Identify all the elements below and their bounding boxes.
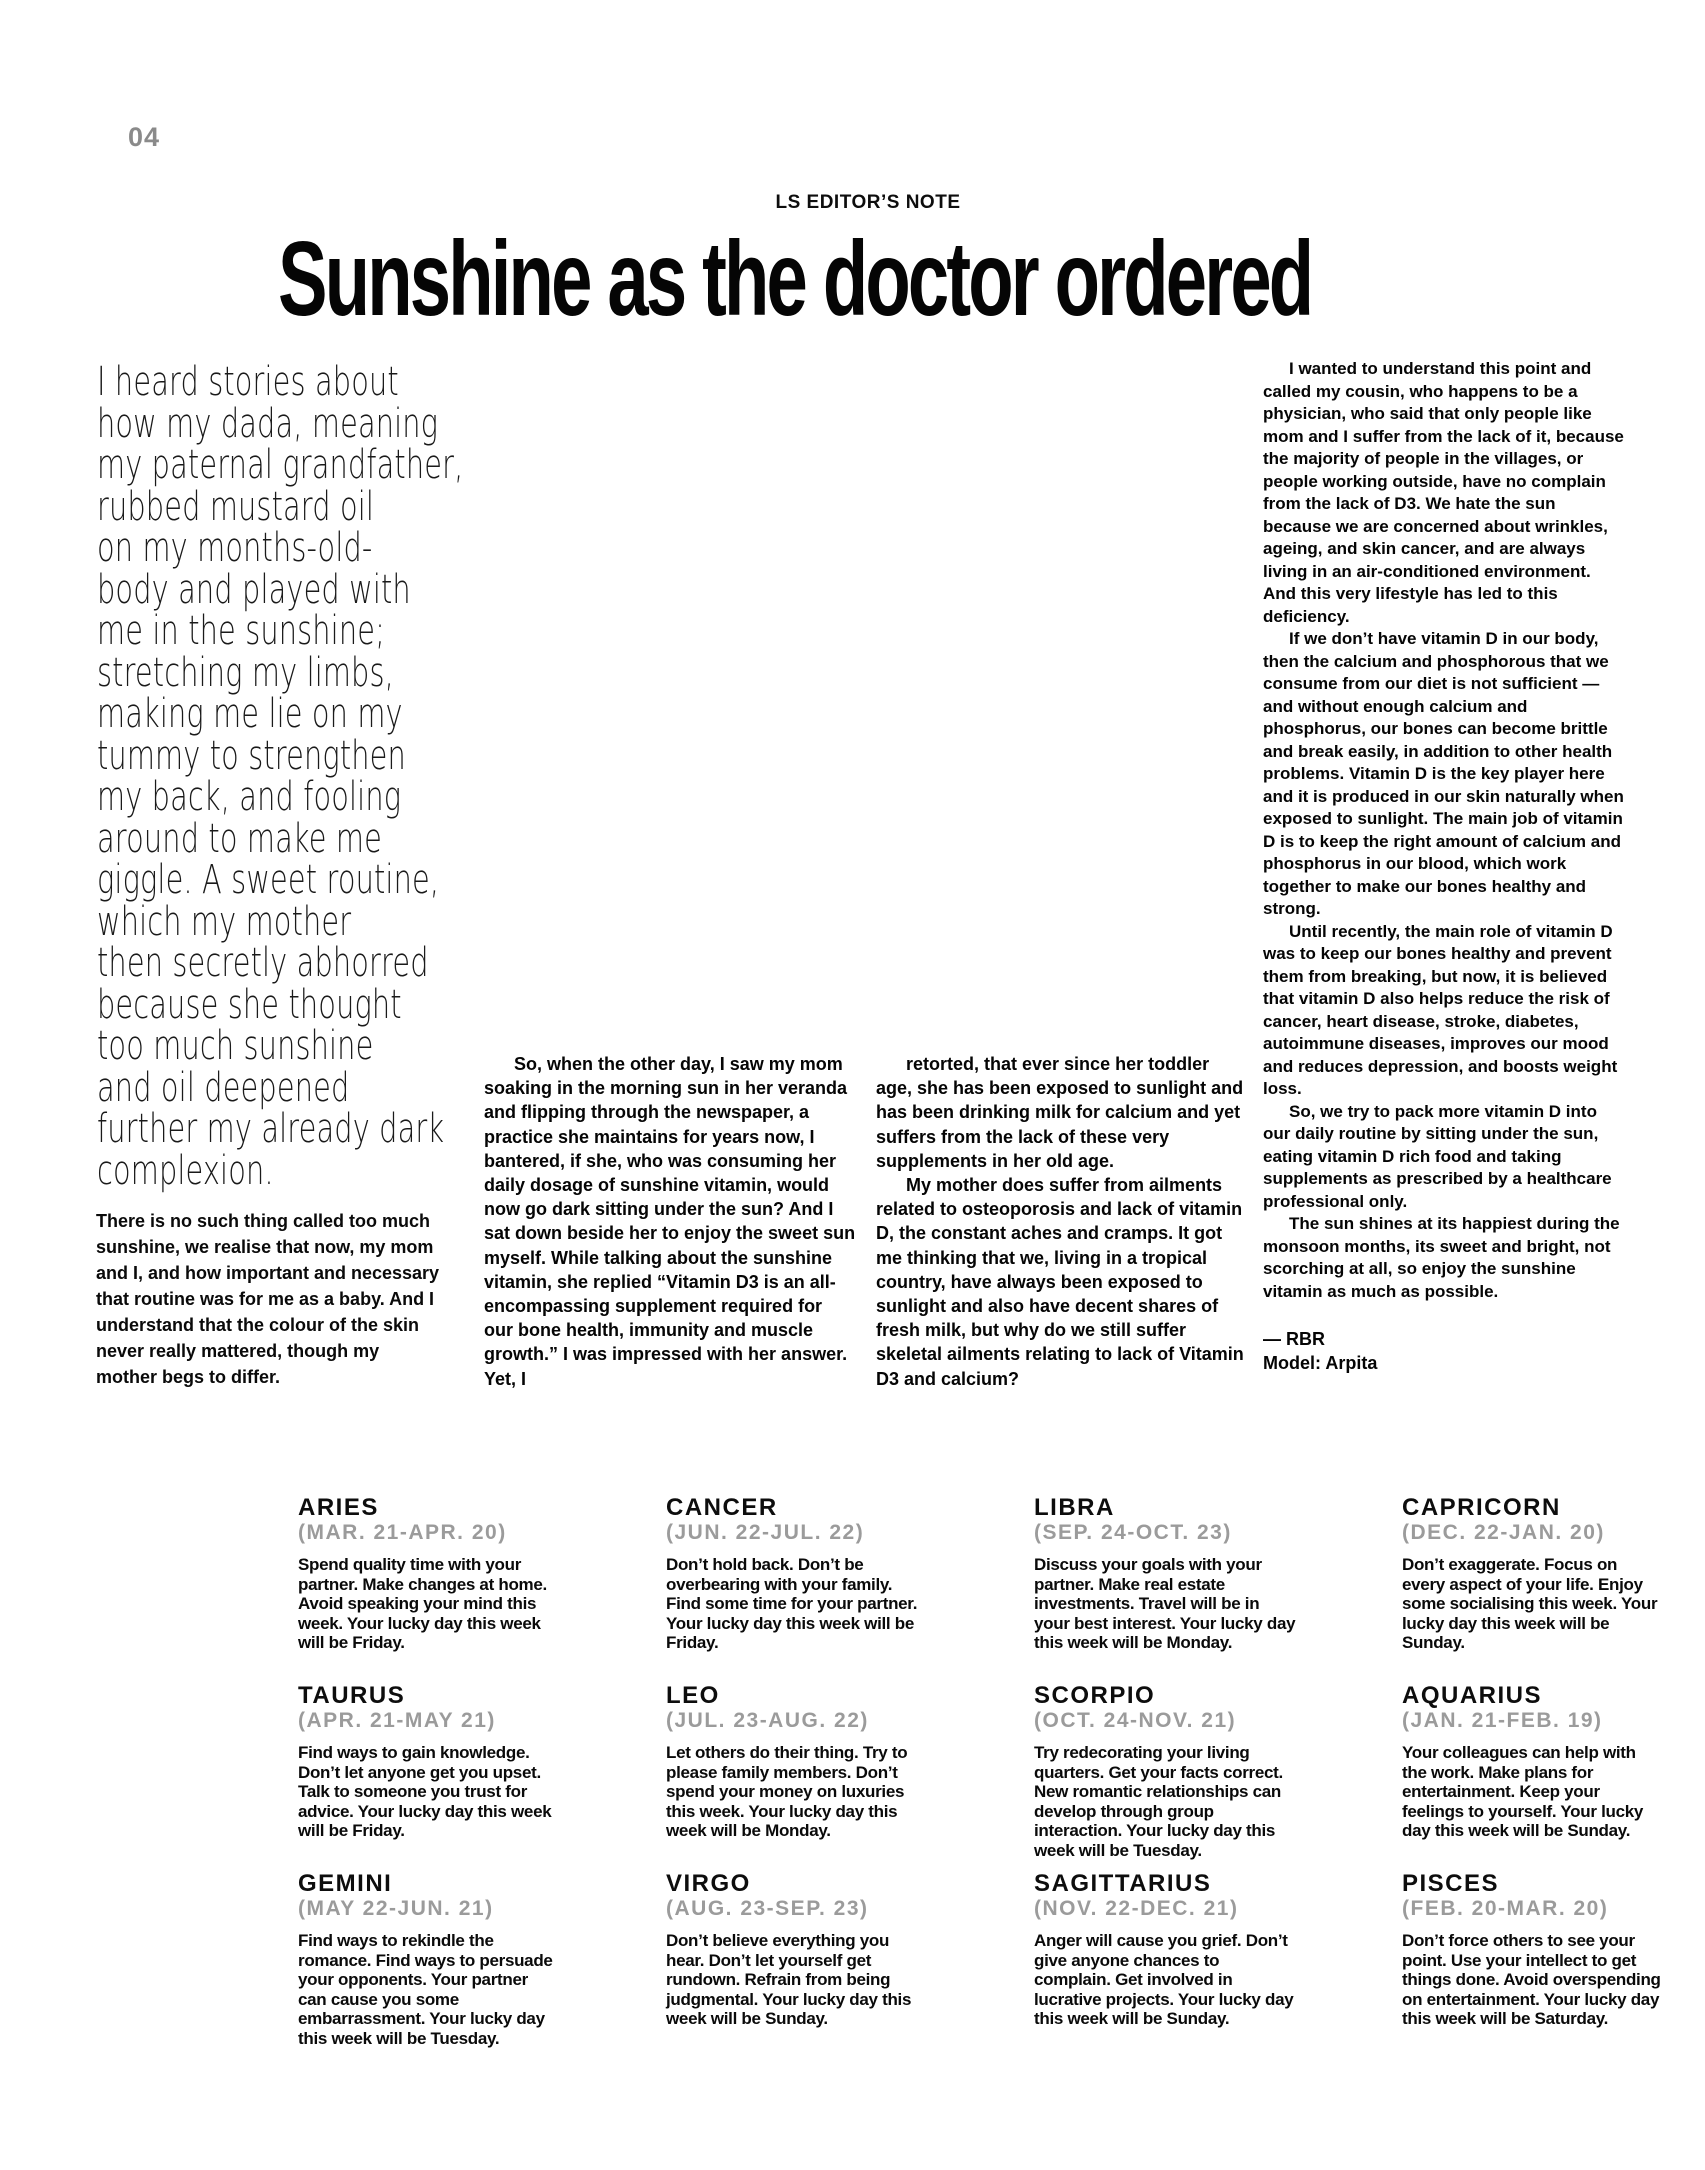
sign-forecast: Don’t hold back. Don’t be overbearing wi… <box>666 1555 918 1653</box>
sign-forecast: Don’t believe everything you hear. Don’t… <box>666 1931 912 2029</box>
sign-name: PISCES <box>1402 1870 1500 1897</box>
sign-name: LEO <box>666 1682 720 1709</box>
body-paragraph: So, when the other day, I saw my mom soa… <box>484 1054 856 1389</box>
intro-line: on my months-old- <box>97 525 373 571</box>
intro-line: body and played with <box>97 566 411 613</box>
sign-forecast: Try redecorating your living quarters. G… <box>1034 1743 1283 1860</box>
headline: Sunshine as the doctor ordered <box>278 220 1314 338</box>
sign-dates: (MAR. 21-APR. 20) <box>298 1521 507 1544</box>
sign-name: VIRGO <box>666 1870 751 1897</box>
horoscope-sign: SAGITTARIUS (NOV. 22-DEC. 21) Anger will… <box>1034 1871 1296 2049</box>
sign-dates: (DEC. 22-JAN. 20) <box>1402 1521 1605 1544</box>
sign-forecast: Find ways to gain knowledge. Don’t let a… <box>298 1743 552 1841</box>
intro-line: then secretly abhorred <box>97 940 429 986</box>
model-credit: Model: Arpita <box>1263 1353 1378 1373</box>
sign-name: TAURUS <box>298 1682 406 1709</box>
sign-dates: (MAY 22-JUN. 21) <box>298 1897 494 1920</box>
intro-line: stretching my limbs, <box>97 649 394 696</box>
intro-line: complexion. <box>97 1147 274 1194</box>
sign-dates: (OCT. 24-NOV. 21) <box>1034 1709 1237 1732</box>
intro-line: how my dada, meaning <box>97 400 439 447</box>
sign-dates: (JAN. 21-FEB. 19) <box>1402 1709 1603 1732</box>
sign-forecast: Anger will cause you grief. Don’t give a… <box>1034 1931 1294 2029</box>
sign-dates: (APR. 21-MAY 21) <box>298 1709 496 1732</box>
sign-dates: (SEP. 24-OCT. 23) <box>1034 1521 1232 1544</box>
sign-dates: (JUL. 23-AUG. 22) <box>666 1709 869 1732</box>
sign-name: SAGITTARIUS <box>1034 1870 1212 1897</box>
intro-line: too much sunshine <box>97 1023 374 1069</box>
intro-line: I heard stories about <box>97 359 399 405</box>
sign-dates: (JUN. 22-JUL. 22) <box>666 1521 865 1544</box>
horoscope-sign: PISCES (FEB. 20-MAR. 20) Don’t force oth… <box>1402 1871 1664 2049</box>
intro-line: my paternal grandfather, <box>97 442 464 488</box>
horoscope-grid: ARIES (MAR. 21-APR. 20) Spend quality ti… <box>298 1495 1705 2049</box>
byline: — RBR <box>1263 1329 1325 1349</box>
horoscope-sign: TAURUS (APR. 21-MAY 21) Find ways to gai… <box>298 1683 560 1871</box>
standfirst-paragraph: There is no such thing called too much s… <box>96 1211 440 1387</box>
intro-line: which my mother <box>97 898 352 945</box>
intro-line: further my already dark <box>97 1106 445 1152</box>
sign-forecast: Discuss your goals with your partner. Ma… <box>1034 1555 1296 1653</box>
horoscope-sign: AQUARIUS (JAN. 21-FEB. 19) Your colleagu… <box>1402 1683 1664 1871</box>
sign-dates: (FEB. 20-MAR. 20) <box>1402 1897 1609 1920</box>
intro-line: around to make me <box>97 815 382 862</box>
sign-name: ARIES <box>298 1494 379 1521</box>
body-paragraph: Until recently, the main role of vitamin… <box>1263 921 1618 1099</box>
sign-name: SCORPIO <box>1034 1682 1156 1709</box>
intro-line: making me lie on my <box>97 691 403 737</box>
body-column-3: I wanted to understand this point and ca… <box>1263 358 1625 1375</box>
body-column-2: retorted, that ever since her toddler ag… <box>876 1052 1248 1391</box>
horoscope-sign: SCORPIO (OCT. 24-NOV. 21) Try redecorati… <box>1034 1683 1296 1871</box>
sign-name: GEMINI <box>298 1870 393 1897</box>
body-column-1: So, when the other day, I saw my mom soa… <box>484 1052 856 1391</box>
sign-forecast: Don’t force others to see your point. Us… <box>1402 1931 1661 2029</box>
horoscope-sign: GEMINI (MAY 22-JUN. 21) Find ways to rek… <box>298 1871 560 2049</box>
body-paragraph: I wanted to understand this point and ca… <box>1263 359 1624 626</box>
body-column-3-paragraphs: I wanted to understand this point and ca… <box>1263 358 1625 1303</box>
horoscope-sign: LEO (JUL. 23-AUG. 22) Let others do thei… <box>666 1683 928 1871</box>
intro-line: giggle. A sweet routine, <box>97 857 440 903</box>
body-paragraph: If we don’t have vitamin D in our body, … <box>1263 629 1624 918</box>
page-number: 04 <box>128 122 161 152</box>
intro-line: my back, and fooling <box>97 774 402 820</box>
intro-line: rubbed mustard oil <box>97 483 375 530</box>
intro-line: and oil deepened <box>97 1064 350 1111</box>
horoscope-sign: CANCER (JUN. 22-JUL. 22) Don’t hold back… <box>666 1495 928 1683</box>
intro-line: tummy to strengthen <box>97 732 406 779</box>
sign-dates: (NOV. 22-DEC. 21) <box>1034 1897 1239 1920</box>
sign-dates: (AUG. 23-SEP. 23) <box>666 1897 869 1920</box>
sign-forecast: Don’t exaggerate. Focus on every aspect … <box>1402 1555 1658 1653</box>
sign-name: LIBRA <box>1034 1494 1115 1521</box>
intro-line: me in the sunshine; <box>97 608 385 654</box>
horoscope-sign: LIBRA (SEP. 24-OCT. 23) Discuss your goa… <box>1034 1495 1296 1683</box>
horoscope-sign: CAPRICORN (DEC. 22-JAN. 20) Don’t exagge… <box>1402 1495 1664 1683</box>
body-paragraph: My mother does suffer from ailments rela… <box>876 1175 1244 1389</box>
sign-name: CANCER <box>666 1494 778 1521</box>
section-kicker: LS EDITOR’S NOTE <box>775 192 961 213</box>
horoscope-sign: VIRGO (AUG. 23-SEP. 23) Don’t believe ev… <box>666 1871 928 2049</box>
sign-forecast: Find ways to rekindle the romance. Find … <box>298 1931 553 2048</box>
body-paragraph: So, we try to pack more vitamin D into o… <box>1263 1101 1612 1211</box>
intro-line: because she thought <box>97 981 402 1028</box>
sign-forecast: Spend quality time with your partner. Ma… <box>298 1555 547 1653</box>
sign-forecast: Let others do their thing. Try to please… <box>666 1743 908 1841</box>
body-paragraph: retorted, that ever since her toddler ag… <box>876 1054 1244 1171</box>
sign-forecast: Your colleagues can help with the work. … <box>1402 1743 1644 1841</box>
sign-name: AQUARIUS <box>1402 1682 1543 1709</box>
sign-name: CAPRICORN <box>1402 1494 1561 1521</box>
body-paragraph: The sun shines at its happiest during th… <box>1263 1214 1620 1301</box>
horoscope-sign: ARIES (MAR. 21-APR. 20) Spend quality ti… <box>298 1495 560 1683</box>
intro-paragraph: I heard stories about how my dada, meani… <box>97 359 517 1194</box>
